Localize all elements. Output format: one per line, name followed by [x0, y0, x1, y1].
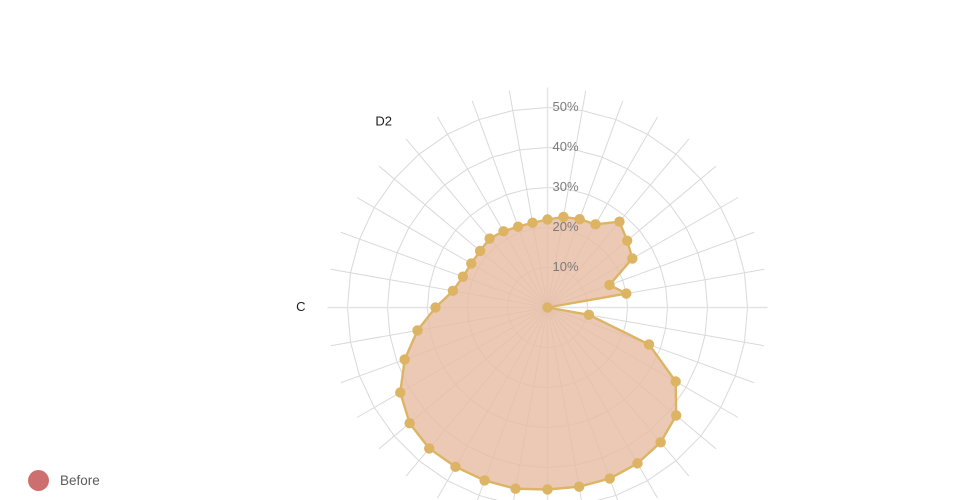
series-point[interactable]	[484, 233, 495, 244]
series-point[interactable]	[655, 437, 666, 448]
series-point[interactable]	[614, 216, 625, 227]
series-point[interactable]	[670, 376, 681, 387]
series-point[interactable]	[583, 309, 595, 320]
series-point[interactable]	[395, 387, 406, 398]
series-point[interactable]	[457, 271, 469, 282]
series-point[interactable]	[447, 285, 459, 297]
series-point[interactable]	[510, 483, 521, 494]
series-point[interactable]	[412, 325, 423, 336]
series-point[interactable]	[542, 484, 553, 495]
series-point[interactable]	[527, 217, 538, 229]
series-point[interactable]	[604, 279, 615, 291]
series-point[interactable]	[632, 458, 643, 469]
series-point[interactable]	[627, 253, 638, 264]
series-point[interactable]	[466, 258, 477, 269]
legend-swatch-icon	[28, 470, 49, 491]
angular-axis-labels: D2 C	[296, 114, 392, 314]
radial-tick-label-10%: 10%	[553, 259, 579, 274]
radial-tick-label-40%: 40%	[553, 139, 579, 154]
series-point[interactable]	[643, 339, 655, 350]
radial-tick-label-30%: 30%	[553, 179, 579, 194]
series-point[interactable]	[424, 443, 435, 454]
legend-item-before[interactable]: Before	[28, 470, 100, 491]
series-point[interactable]	[621, 288, 632, 299]
series-point[interactable]	[558, 211, 569, 223]
radial-tick-labels: 10% 20% 30% 40% 50%	[553, 99, 579, 274]
series-point[interactable]	[404, 418, 415, 429]
series-point[interactable]	[573, 481, 585, 492]
series-point[interactable]	[670, 410, 682, 421]
legend-label: Before	[60, 473, 100, 488]
radial-tick-label-20%: 20%	[553, 219, 579, 234]
series-point[interactable]	[474, 245, 486, 257]
angular-label-C: C	[296, 299, 305, 314]
series-point[interactable]	[621, 235, 633, 246]
series-point[interactable]	[498, 226, 509, 237]
series-point[interactable]	[512, 221, 524, 232]
angular-label-D2: D2	[375, 114, 392, 129]
series-point[interactable]	[542, 214, 553, 225]
series-marker-group	[395, 211, 682, 495]
series-point[interactable]	[399, 354, 410, 365]
series-point[interactable]	[542, 302, 553, 313]
series-point[interactable]	[574, 213, 585, 225]
radial-tick-label-50%: 50%	[553, 99, 579, 114]
chart-legend: Before	[28, 470, 100, 491]
series-point[interactable]	[479, 475, 490, 486]
series-point[interactable]	[430, 302, 441, 313]
series-point[interactable]	[590, 219, 601, 230]
series-point[interactable]	[450, 461, 461, 473]
series-point[interactable]	[604, 473, 615, 484]
